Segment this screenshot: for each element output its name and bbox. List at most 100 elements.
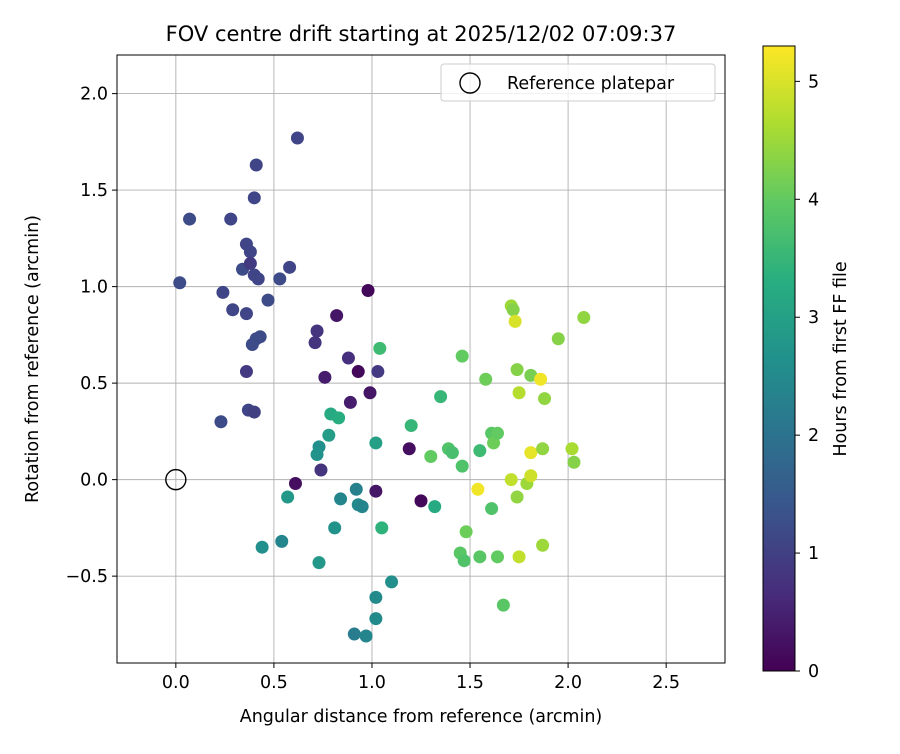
legend: Reference platepar xyxy=(440,63,716,102)
scatter-point xyxy=(524,469,538,483)
scatter-point xyxy=(283,260,297,274)
scatter-point xyxy=(341,351,355,365)
scatter-point xyxy=(551,332,565,346)
y-tick-label: 0.0 xyxy=(80,471,108,491)
scatter-point xyxy=(457,554,471,568)
scatter-point xyxy=(510,363,524,377)
scatter-point xyxy=(288,476,302,490)
y-axis-ticks: −0.5 0.0 0.5 1.0 1.5 2.0 xyxy=(66,85,117,587)
scatter-point xyxy=(322,428,336,442)
scatter-point xyxy=(214,415,228,429)
scatter-point xyxy=(273,272,287,286)
scatter-point xyxy=(290,131,304,145)
scatter-point xyxy=(375,521,389,535)
scatter-point xyxy=(183,212,197,226)
scatter-point xyxy=(510,490,524,504)
scatter-point xyxy=(524,446,538,460)
scatter-point xyxy=(369,436,383,450)
scatter-points xyxy=(173,131,591,643)
scatter-point xyxy=(251,272,265,286)
scatter-point xyxy=(506,303,520,317)
scatter-point xyxy=(330,309,344,323)
scatter-point xyxy=(247,405,261,419)
colorbar-tick-label: 4 xyxy=(808,190,819,210)
scatter-point xyxy=(434,390,448,404)
scatter-point xyxy=(226,303,240,317)
scatter-point xyxy=(479,372,493,386)
x-tick-label: 0.5 xyxy=(260,673,288,693)
legend-box xyxy=(440,63,716,102)
scatter-point xyxy=(512,386,526,400)
scatter-point xyxy=(318,370,332,384)
scatter-point xyxy=(243,256,257,270)
scatter-point xyxy=(534,372,548,386)
scatter-point xyxy=(577,311,591,325)
legend-marker-open-circle xyxy=(459,72,481,94)
scatter-point xyxy=(445,446,459,460)
scatter-point xyxy=(490,426,504,440)
scatter-point xyxy=(490,550,504,564)
colorbar-tick-label: 5 xyxy=(808,72,819,92)
colorbar-ticks: 0 1 2 3 4 5 xyxy=(795,72,819,682)
colorbar-label: Hours from first FF file xyxy=(831,261,851,456)
scatter-point xyxy=(459,525,473,539)
scatter-point xyxy=(424,449,438,463)
scatter-point xyxy=(314,463,328,477)
scatter-point xyxy=(538,392,552,406)
scatter-point xyxy=(310,448,324,462)
scatter-point xyxy=(369,484,383,498)
scatter-point xyxy=(471,482,485,496)
x-tick-label: 1.0 xyxy=(358,673,386,693)
scatter-point xyxy=(485,502,499,516)
scatter-point xyxy=(328,521,342,535)
scatter-point xyxy=(245,338,259,352)
grid-lines xyxy=(117,55,725,663)
scatter-point xyxy=(216,285,230,299)
scatter-point xyxy=(567,455,581,469)
scatter-point xyxy=(308,336,322,350)
scatter-point xyxy=(239,365,253,379)
colorbar-tick-label: 2 xyxy=(808,426,819,446)
y-tick-label: 2.0 xyxy=(80,85,108,105)
scatter-point xyxy=(347,627,361,641)
scatter-point xyxy=(361,283,375,297)
x-axis-ticks: 0.0 0.5 1.0 1.5 2.0 2.5 xyxy=(162,663,680,693)
scatter-point xyxy=(369,590,383,604)
scatter-point xyxy=(334,492,348,506)
scatter-point xyxy=(565,442,579,456)
scatter-point xyxy=(524,368,538,382)
x-tick-label: 1.5 xyxy=(456,673,484,693)
scatter-point xyxy=(536,538,550,552)
y-axis-label: Rotation from reference (arcmin) xyxy=(23,215,43,503)
chart-title: FOV centre drift starting at 2025/12/02 … xyxy=(166,22,677,46)
scatter-point xyxy=(404,419,418,433)
scatter-point xyxy=(508,314,522,328)
scatter-point xyxy=(275,534,289,548)
scatter-point xyxy=(349,482,363,496)
scatter-point xyxy=(369,612,383,626)
y-tick-label: 1.0 xyxy=(80,278,108,298)
scatter-point xyxy=(351,365,365,379)
x-tick-label: 0.0 xyxy=(162,673,190,693)
y-tick-label: −0.5 xyxy=(66,567,109,587)
scatter-point xyxy=(402,442,416,456)
scatter-point xyxy=(385,575,399,589)
scatter-point xyxy=(359,629,373,643)
x-axis-label: Angular distance from reference (arcmin) xyxy=(240,707,603,727)
scatter-point xyxy=(355,500,369,514)
plot-frame xyxy=(116,54,726,664)
scatter-point xyxy=(455,459,469,473)
x-tick-label: 2.0 xyxy=(554,673,582,693)
scatter-point xyxy=(371,365,385,379)
scatter-point xyxy=(496,598,510,612)
colorbar-tick-label: 1 xyxy=(808,544,819,564)
scatter-point xyxy=(536,442,550,456)
scatter-point xyxy=(243,245,257,259)
scatter-point xyxy=(455,349,469,363)
scatter-point xyxy=(473,444,487,458)
scatter-point xyxy=(473,550,487,564)
scatter-point xyxy=(373,341,387,355)
y-tick-label: 1.5 xyxy=(80,181,108,201)
scatter-point xyxy=(247,191,261,205)
